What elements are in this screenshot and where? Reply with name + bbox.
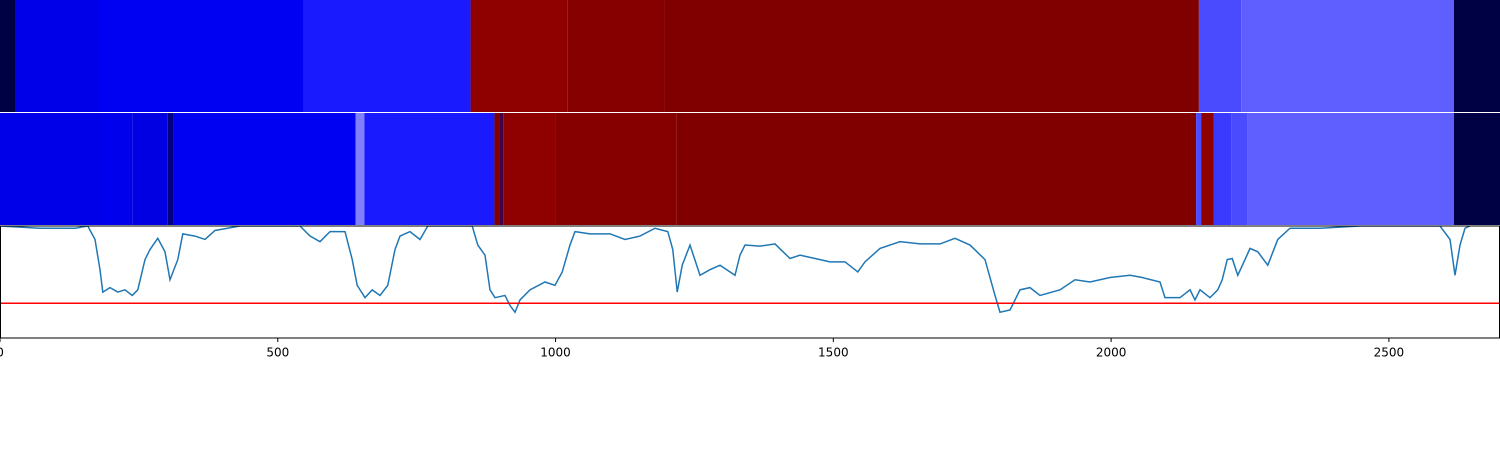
plot-area [0, 226, 1500, 314]
strip-segment [555, 113, 677, 225]
strip-segment [1241, 0, 1454, 112]
strip-segment [15, 0, 100, 112]
x-tick-label: 500 [266, 346, 289, 360]
strip-segment [1201, 113, 1214, 225]
x-tick-label: 0 [0, 346, 4, 360]
strip-segment [567, 0, 665, 112]
strip-segment [173, 113, 356, 225]
strip-segment [1453, 0, 1500, 112]
strip-segment [100, 113, 133, 225]
x-tick-label: 2000 [1096, 346, 1127, 360]
strip-segment [494, 113, 500, 225]
strip-segment [100, 0, 304, 112]
x-tick-label: 2500 [1374, 346, 1405, 360]
x-tick-label: 1500 [818, 346, 849, 360]
strip-segment [1247, 113, 1454, 225]
strip-segment [1231, 113, 1248, 225]
strip-segment [470, 0, 568, 112]
strip-segment [1213, 113, 1232, 225]
strip-segment [676, 113, 1197, 225]
strip-segment [499, 113, 504, 225]
strip-segment [355, 113, 365, 225]
strip-segment [364, 113, 495, 225]
strip-segment [0, 113, 100, 225]
axes-frame [0, 225, 1500, 339]
strip-segment [167, 113, 174, 225]
line-series [0, 226, 1471, 314]
strip-segment [132, 113, 168, 225]
strip-segment [1198, 0, 1242, 112]
strip-segment [303, 0, 471, 112]
strip-segment [1196, 113, 1202, 225]
x-tick-label: 1000 [540, 346, 571, 360]
strip-segment [503, 113, 556, 225]
strip-segment [664, 0, 1199, 112]
strip-segment [1453, 113, 1500, 225]
strip-segment [0, 0, 15, 112]
